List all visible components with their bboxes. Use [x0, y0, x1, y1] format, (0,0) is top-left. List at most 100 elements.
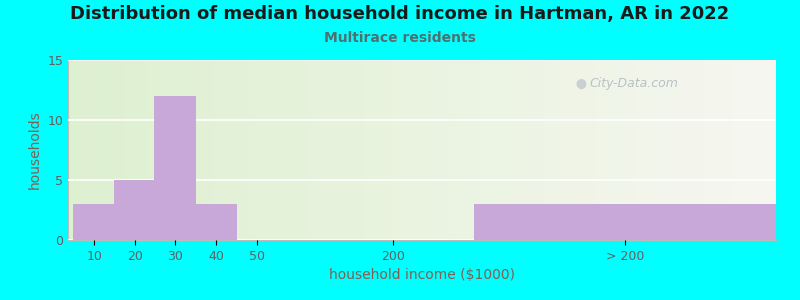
Bar: [747, 60, 751, 240]
Bar: [90, 60, 93, 240]
Text: Multirace residents: Multirace residents: [324, 32, 476, 46]
Bar: [107, 60, 110, 240]
Bar: [195, 204, 237, 240]
Bar: [78, 60, 82, 240]
Bar: [538, 60, 541, 240]
Bar: [687, 60, 690, 240]
Bar: [353, 60, 356, 240]
Bar: [534, 60, 538, 240]
Bar: [762, 60, 766, 240]
Bar: [118, 60, 122, 240]
Bar: [470, 60, 474, 240]
Bar: [574, 60, 577, 240]
Bar: [580, 60, 584, 240]
Bar: [68, 60, 71, 240]
Bar: [638, 60, 641, 240]
Bar: [673, 60, 676, 240]
Bar: [751, 60, 754, 240]
Bar: [388, 60, 392, 240]
Bar: [459, 60, 463, 240]
Bar: [463, 60, 466, 240]
Bar: [722, 60, 726, 240]
Bar: [253, 60, 257, 240]
Bar: [97, 60, 100, 240]
Bar: [93, 60, 97, 240]
Bar: [71, 60, 75, 240]
Bar: [498, 60, 502, 240]
Bar: [709, 60, 712, 240]
Bar: [644, 60, 648, 240]
Bar: [374, 60, 378, 240]
Bar: [712, 60, 715, 240]
Bar: [577, 60, 580, 240]
Bar: [452, 60, 456, 240]
Bar: [406, 60, 410, 240]
Bar: [356, 60, 360, 240]
Bar: [314, 60, 317, 240]
Bar: [250, 60, 253, 240]
Bar: [466, 60, 470, 240]
Bar: [235, 60, 238, 240]
Bar: [626, 60, 630, 240]
Bar: [666, 60, 670, 240]
Bar: [552, 60, 555, 240]
Bar: [349, 60, 353, 240]
Bar: [324, 60, 328, 240]
Bar: [267, 60, 270, 240]
Bar: [132, 60, 135, 240]
Bar: [424, 60, 427, 240]
Bar: [648, 60, 651, 240]
Bar: [395, 60, 399, 240]
Bar: [481, 60, 484, 240]
Bar: [705, 60, 709, 240]
Bar: [741, 60, 744, 240]
Bar: [174, 60, 178, 240]
Bar: [634, 60, 638, 240]
Bar: [594, 60, 598, 240]
Bar: [506, 60, 509, 240]
Bar: [139, 60, 142, 240]
Bar: [328, 60, 331, 240]
Bar: [410, 60, 413, 240]
Bar: [734, 60, 737, 240]
Bar: [680, 60, 683, 240]
Bar: [232, 60, 235, 240]
Bar: [274, 60, 278, 240]
Bar: [129, 60, 132, 240]
Bar: [434, 60, 438, 240]
Bar: [570, 60, 574, 240]
Bar: [100, 60, 103, 240]
Bar: [161, 60, 164, 240]
Bar: [726, 60, 730, 240]
Bar: [186, 60, 189, 240]
Bar: [110, 60, 114, 240]
Bar: [317, 60, 321, 240]
Bar: [754, 60, 758, 240]
Bar: [225, 60, 228, 240]
Bar: [178, 60, 182, 240]
Bar: [690, 60, 694, 240]
Bar: [331, 60, 335, 240]
Bar: [257, 60, 260, 240]
Bar: [242, 60, 246, 240]
Bar: [168, 60, 171, 240]
Bar: [228, 60, 232, 240]
Bar: [484, 60, 488, 240]
Bar: [367, 60, 370, 240]
Bar: [548, 60, 552, 240]
Bar: [683, 60, 687, 240]
Text: City-Data.com: City-Data.com: [590, 77, 679, 90]
Bar: [75, 60, 78, 240]
Bar: [474, 60, 477, 240]
Bar: [513, 60, 516, 240]
Bar: [82, 60, 86, 240]
Bar: [164, 60, 168, 240]
Bar: [619, 60, 623, 240]
Bar: [342, 60, 346, 240]
Bar: [702, 60, 705, 240]
Bar: [662, 60, 666, 240]
Bar: [427, 60, 431, 240]
Bar: [296, 60, 299, 240]
Bar: [74, 204, 115, 240]
Bar: [392, 60, 395, 240]
